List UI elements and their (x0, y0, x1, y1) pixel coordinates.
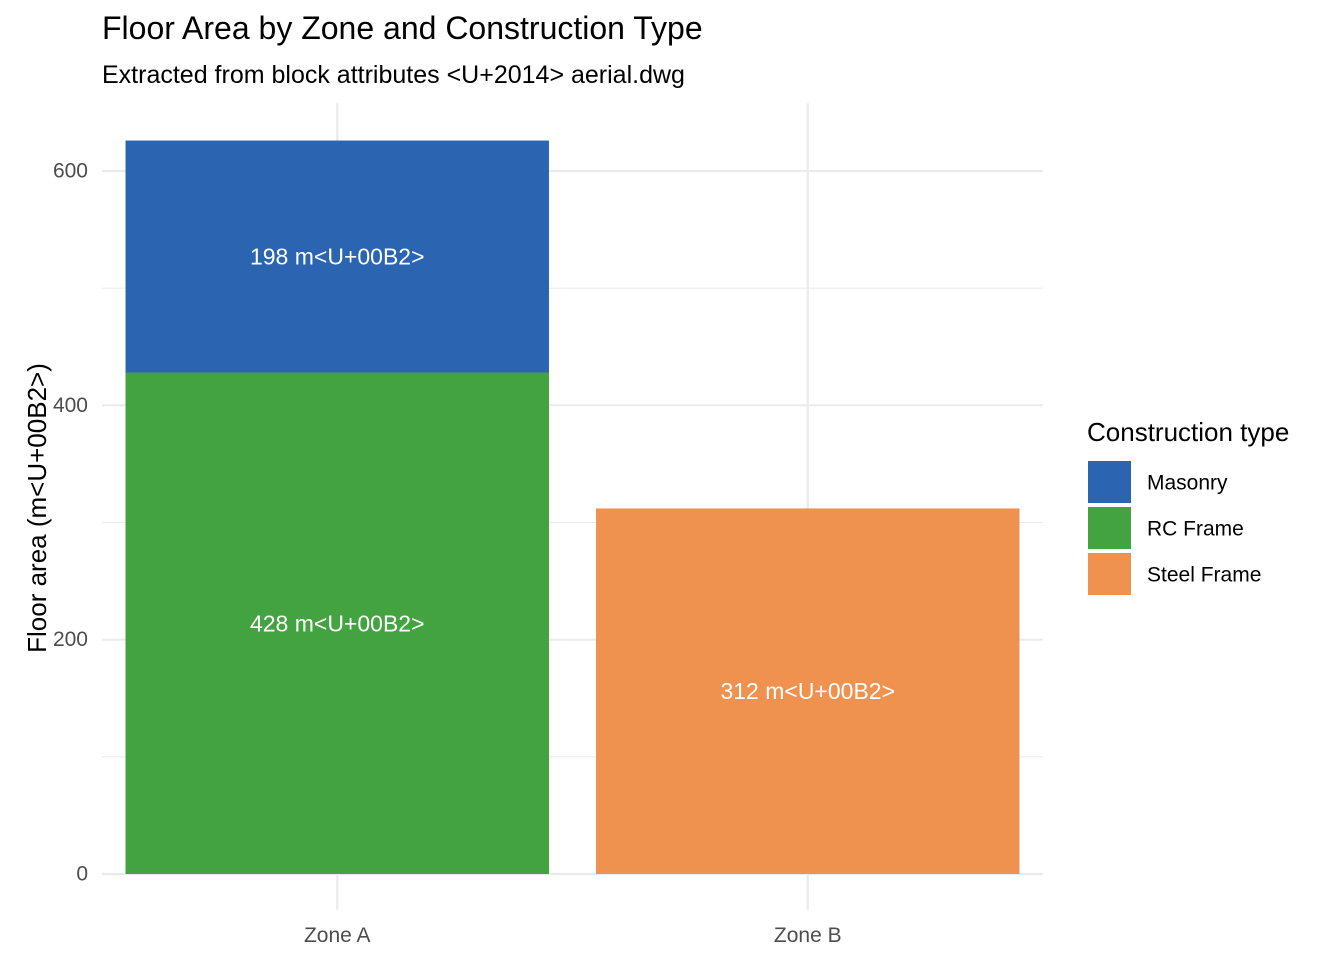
bar-labels: 428 m<U+00B2> 198 m<U+00B2> 312 m<U+00B2> (250, 244, 895, 705)
bar-value-label: 198 m<U+00B2> (250, 244, 425, 270)
legend-swatch-rc-frame (1088, 507, 1131, 549)
y-axis-ticks: 0 200 400 600 (53, 160, 88, 886)
y-tick-label: 0 (76, 863, 88, 886)
y-axis-title: Floor area (m<U+00B2>) (22, 363, 52, 653)
x-tick-label: Zone B (774, 924, 842, 947)
x-tick-label: Zone A (304, 924, 371, 947)
bar-value-label: 428 m<U+00B2> (250, 610, 425, 636)
chart-title: Floor Area by Zone and Construction Type (102, 10, 703, 46)
chart-subtitle: Extracted from block attributes <U+2014>… (102, 61, 685, 89)
bar-masonry-zone-a (125, 140, 549, 373)
x-axis-ticks: Zone A Zone B (304, 924, 842, 947)
bars (125, 140, 1020, 874)
legend-swatch-steel-frame (1088, 553, 1131, 595)
y-tick-label: 200 (53, 628, 88, 651)
legend-swatch-masonry (1088, 461, 1131, 503)
bar-steel-frame-zone-b (596, 508, 1020, 874)
legend-label-rc-frame: RC Frame (1147, 518, 1244, 541)
y-tick-label: 400 (53, 394, 88, 417)
y-tick-label: 600 (53, 160, 88, 183)
bar-rc-frame-zone-a (125, 372, 549, 874)
legend-label-masonry: Masonry (1147, 472, 1228, 495)
bar-value-label: 312 m<U+00B2> (720, 678, 895, 704)
legend-label-steel-frame: Steel Frame (1147, 564, 1261, 587)
legend: Construction type Masonry RC Frame Steel F… (1087, 417, 1289, 595)
legend-title: Construction type (1087, 417, 1289, 447)
